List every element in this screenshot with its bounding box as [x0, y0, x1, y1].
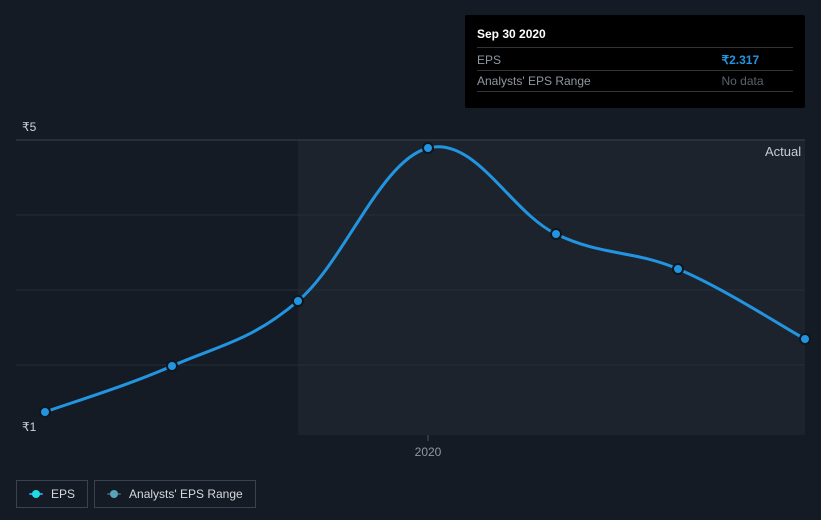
tooltip-table: EPS ₹2.317 Analysts' EPS Range No data	[477, 50, 793, 92]
hover-tooltip: Sep 30 2020 EPS ₹2.317 Analysts' EPS Ran…	[465, 15, 805, 108]
tooltip-range-label: Analysts' EPS Range	[477, 71, 721, 92]
legend-label: Analysts' EPS Range	[129, 487, 243, 501]
x-tick-label: 2020	[415, 445, 442, 459]
legend-item-range[interactable]: Analysts' EPS Range	[94, 480, 256, 508]
actual-label: Actual	[765, 144, 801, 159]
eps-chart: { "chart": { "type": "line", "width_px":…	[0, 0, 821, 520]
tooltip-eps-label: EPS	[477, 50, 721, 71]
tooltip-date: Sep 30 2020	[477, 25, 793, 48]
tooltip-eps-value: ₹2.317	[721, 50, 793, 71]
tooltip-range-value: No data	[721, 71, 793, 92]
legend-item-eps[interactable]: EPS	[16, 480, 88, 508]
y-tick-label: ₹1	[22, 420, 36, 434]
legend: EPS Analysts' EPS Range	[16, 480, 256, 508]
y-tick-label: ₹5	[22, 120, 36, 134]
legend-label: EPS	[51, 487, 75, 501]
